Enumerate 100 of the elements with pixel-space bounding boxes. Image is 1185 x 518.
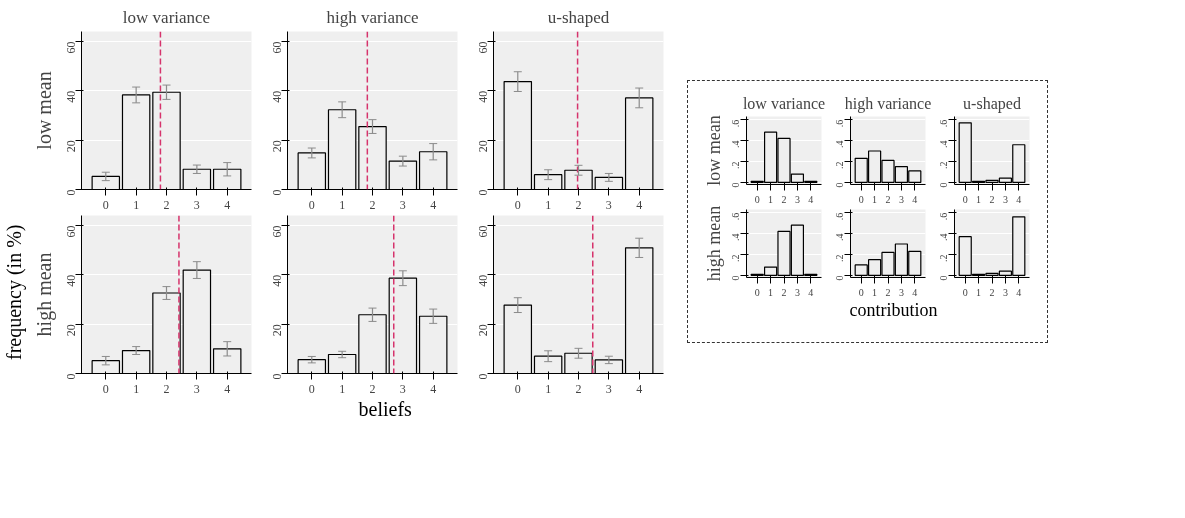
chart-title: high variance — [844, 94, 931, 113]
x-tick-label: 2 — [989, 193, 995, 205]
x-tick-label: 2 — [885, 193, 891, 205]
x-tick-label: 2 — [163, 197, 170, 212]
x-tick-label: 1 — [132, 381, 139, 396]
text: contribution — [849, 299, 938, 322]
y-tick-label: 0 — [937, 275, 949, 281]
x-tick-label: 3 — [794, 286, 800, 298]
x-tick-label: 4 — [807, 286, 813, 298]
x-tick-label: 4 — [1015, 286, 1021, 298]
y-tick-label: .2 — [729, 161, 741, 169]
y-tick-label: .4 — [729, 233, 741, 242]
x-tick-label: 4 — [635, 197, 642, 212]
y-tick-label: .6 — [937, 212, 949, 221]
x-tick-label: 2 — [885, 286, 891, 298]
y-tick-label: .4 — [937, 140, 949, 149]
x-tick-label: 1 — [975, 286, 981, 298]
x-tick-label: 2 — [369, 381, 376, 396]
x-tick-label: 3 — [193, 197, 200, 212]
x-tick-label: 0 — [754, 286, 760, 298]
x-tick-label: 0 — [514, 381, 521, 396]
y-tick-label: 20 — [269, 140, 284, 153]
y-axis-title: low mean — [703, 115, 724, 186]
y-tick-label: 0 — [729, 275, 741, 281]
chart-title: u-shaped — [547, 7, 610, 27]
x-tick-label: 2 — [781, 193, 787, 205]
x-tick-label: 3 — [1002, 193, 1008, 205]
x-tick-label: 4 — [1015, 193, 1021, 205]
x-tick-label: 4 — [911, 193, 917, 205]
x-tick-label: 1 — [338, 381, 345, 396]
x-tick-label: 3 — [898, 193, 904, 205]
y-tick-label: 0 — [63, 373, 78, 380]
y-tick-label: .2 — [833, 161, 845, 169]
x-tick-label: 2 — [575, 381, 582, 396]
y-axis-title: high mean — [703, 205, 724, 282]
y-tick-label: 40 — [475, 274, 490, 287]
y-tick-label: 60 — [63, 225, 78, 238]
y-tick-label: 40 — [269, 90, 284, 103]
y-tick-label: 60 — [475, 41, 490, 54]
y-tick-label: 0 — [475, 373, 490, 380]
y-tick-label: 60 — [269, 41, 284, 54]
y-tick-label: 20 — [475, 324, 490, 337]
x-tick-label: 3 — [399, 197, 406, 212]
x-tick-label: 0 — [858, 286, 864, 298]
x-tick-label: 0 — [102, 197, 109, 212]
x-tick-label: 1 — [544, 197, 551, 212]
x-tick-label: 1 — [132, 197, 139, 212]
y-axis-title: high mean — [32, 252, 56, 337]
x-tick-label: 4 — [429, 381, 436, 396]
text: frequency (in %) — [2, 224, 27, 360]
x-tick-label: 3 — [605, 381, 612, 396]
y-tick-label: .6 — [833, 119, 845, 128]
y-tick-label: 40 — [269, 274, 284, 287]
x-tick-label: 0 — [102, 381, 109, 396]
chart-title: high variance — [326, 7, 419, 27]
y-tick-label: .4 — [833, 140, 845, 149]
x-tick-label: 3 — [193, 381, 200, 396]
x-tick-label: 2 — [163, 381, 170, 396]
x-tick-label: 0 — [308, 381, 315, 396]
y-axis-title: low mean — [32, 71, 55, 150]
x-tick-label: 0 — [754, 193, 760, 205]
y-tick-label: 20 — [63, 324, 78, 337]
x-tick-label: 3 — [1002, 286, 1008, 298]
x-tick-label: 4 — [807, 193, 813, 205]
x-tick-label: 0 — [962, 286, 968, 298]
text: beliefs — [358, 397, 412, 422]
chart-title: low variance — [122, 7, 210, 27]
x-tick-label: 1 — [871, 286, 877, 298]
y-tick-label: 40 — [63, 274, 78, 287]
y-tick-label: .6 — [729, 119, 741, 128]
y-tick-label: .4 — [937, 233, 949, 242]
x-tick-label: 3 — [794, 193, 800, 205]
y-tick-label: 0 — [729, 182, 741, 188]
x-tick-label: 1 — [338, 197, 345, 212]
x-tick-label: 3 — [399, 381, 406, 396]
y-tick-label: 60 — [475, 225, 490, 238]
y-tick-label: 20 — [475, 140, 490, 153]
y-tick-label: 0 — [269, 373, 284, 380]
y-tick-label: .2 — [729, 254, 741, 262]
x-tick-label: 4 — [429, 197, 436, 212]
y-tick-label: 60 — [269, 225, 284, 238]
x-tick-label: 1 — [544, 381, 551, 396]
y-tick-label: 60 — [63, 41, 78, 54]
y-tick-label: .2 — [833, 254, 845, 262]
x-tick-label: 4 — [223, 197, 230, 212]
y-tick-label: .6 — [937, 119, 949, 128]
x-tick-label: 2 — [575, 197, 582, 212]
x-tick-label: 2 — [369, 197, 376, 212]
y-tick-label: 20 — [269, 324, 284, 337]
y-tick-label: .4 — [729, 140, 741, 149]
chart-title: u-shaped — [962, 94, 1021, 113]
x-tick-label: 2 — [989, 286, 995, 298]
x-tick-label: 2 — [781, 286, 787, 298]
y-tick-label: .2 — [937, 161, 949, 169]
x-tick-label: 4 — [635, 381, 642, 396]
x-tick-label: 1 — [767, 286, 773, 298]
y-tick-label: 0 — [833, 182, 845, 188]
y-tick-label: .2 — [937, 254, 949, 262]
x-tick-label: 1 — [871, 193, 877, 205]
x-tick-label: 4 — [223, 381, 230, 396]
